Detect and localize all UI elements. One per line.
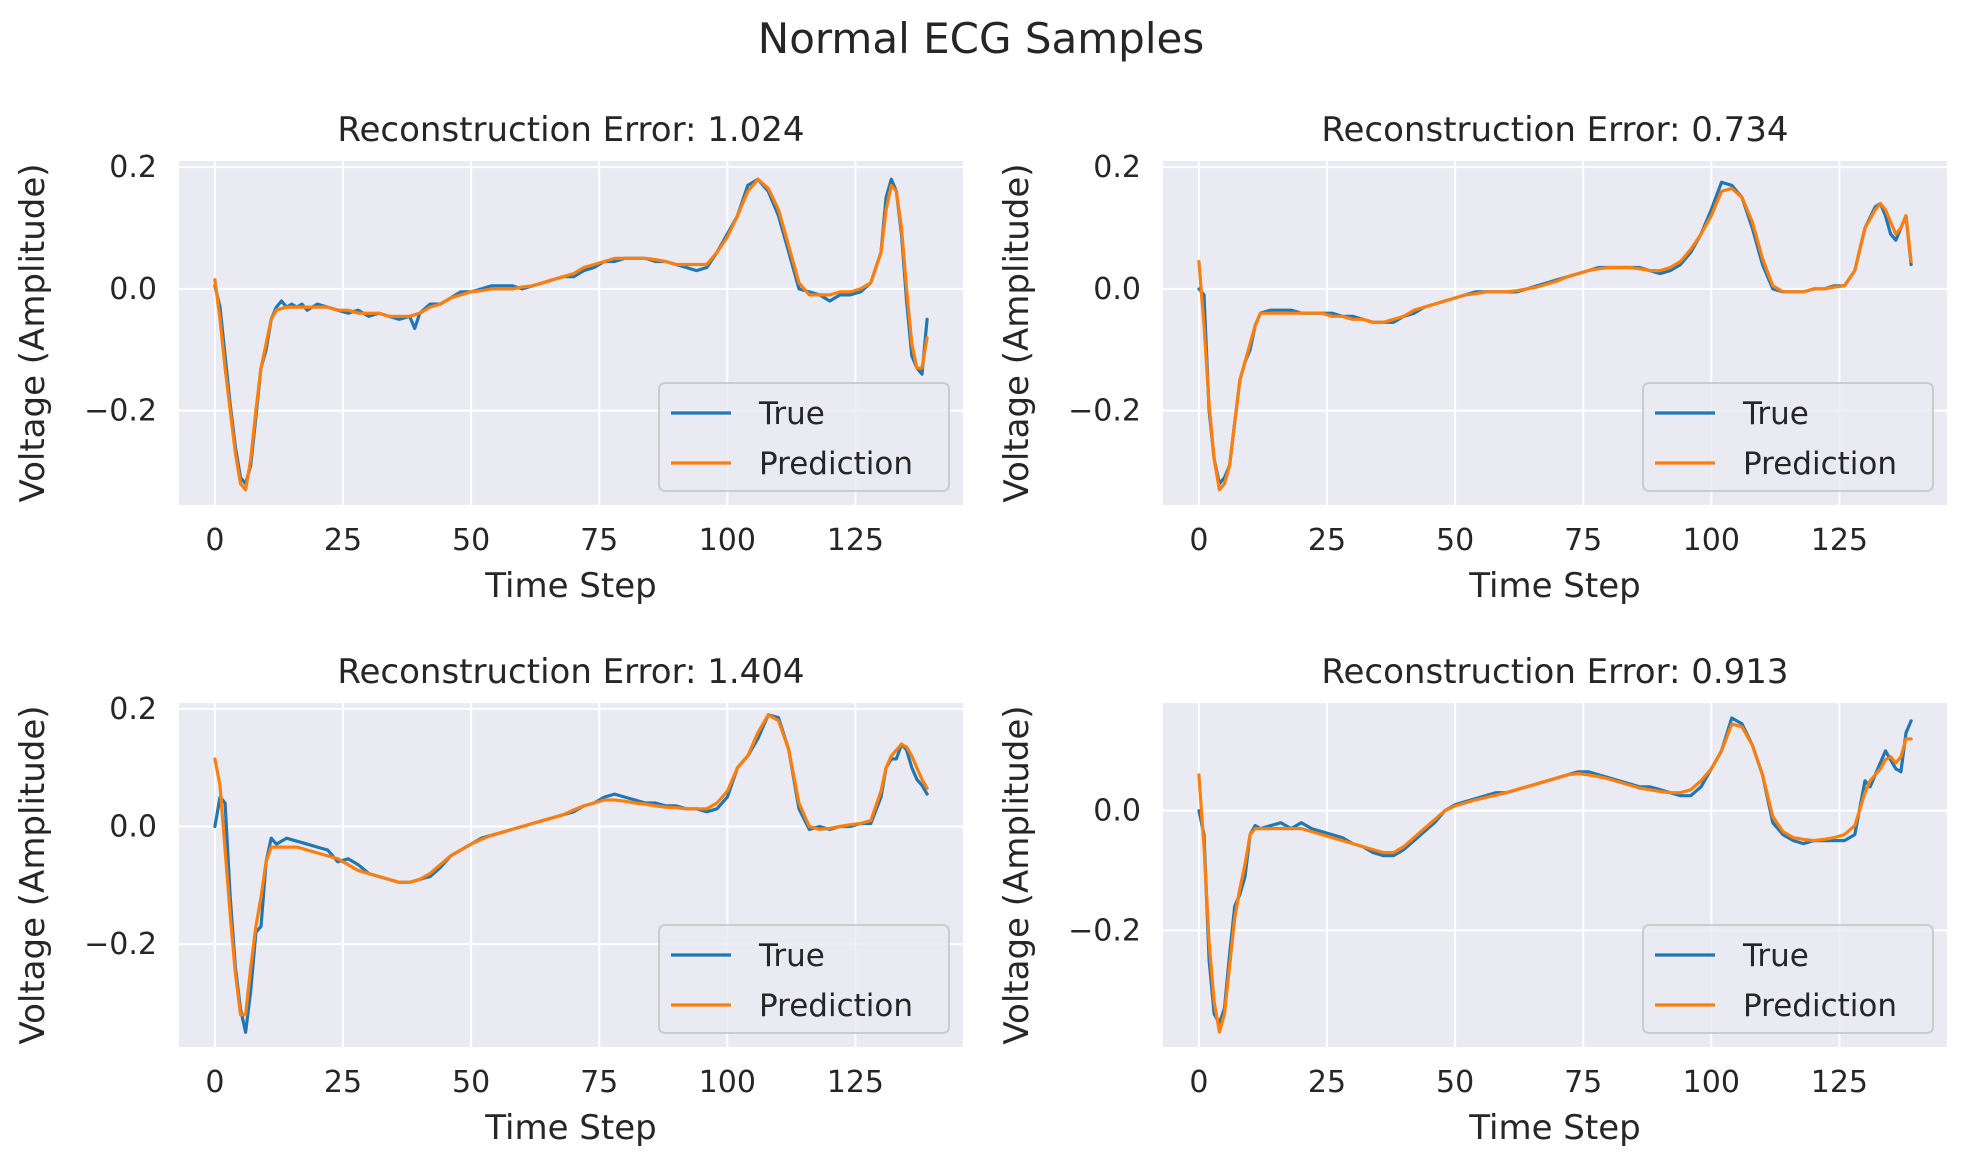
x-tick-label: 25 [324, 1065, 362, 1100]
legend-box [1642, 382, 1934, 492]
y-tick-label: −0.2 [1068, 913, 1141, 948]
legend-label-prediction: Prediction [759, 988, 913, 1024]
legend-label-prediction: Prediction [1743, 988, 1897, 1024]
y-tick-label: 0.0 [1093, 272, 1141, 307]
x-tick-label: 125 [827, 1065, 884, 1100]
subplot-4: 0 25 50 75 100 125 −0.2 0.0 Reconstruction Error… [997, 652, 1947, 1148]
legend: True Prediction [1642, 924, 1934, 1034]
x-tick-label: 75 [1564, 523, 1602, 558]
y-axis-label: Voltage (Amplitude) [13, 705, 53, 1044]
x-tick-label: 50 [1436, 1065, 1474, 1100]
x-tick-label: 100 [1683, 1065, 1740, 1100]
subplot-3: 0 25 50 75 100 125 −0.2 0.0 0.2 Reconstruction Er… [13, 652, 963, 1148]
legend-label-true: True [758, 396, 825, 432]
legend-label-true: True [1742, 938, 1809, 974]
x-tick-label: 50 [452, 523, 490, 558]
legend: True Prediction [658, 382, 950, 492]
x-tick-label: 75 [1564, 1065, 1602, 1100]
x-tick-label: 100 [699, 1065, 756, 1100]
series-line-prediction [1197, 186, 1913, 492]
x-tick-label: 75 [580, 1065, 618, 1100]
y-tick-label: 0.2 [109, 692, 157, 727]
y-tick-label: −0.2 [84, 394, 157, 429]
subplot-title: Reconstruction Error: 1.404 [337, 652, 804, 692]
series-line-prediction [213, 713, 929, 1017]
figure-suptitle: Normal ECG Samples [757, 14, 1205, 63]
x-tick-label: 0 [205, 523, 224, 558]
x-tick-label: 0 [1189, 523, 1208, 558]
legend-box [1642, 924, 1934, 1034]
y-axis-label: Voltage (Amplitude) [997, 163, 1037, 502]
x-tick-label: 50 [452, 1065, 490, 1100]
x-tick-label: 25 [324, 523, 362, 558]
x-tick-label: 125 [1811, 1065, 1868, 1100]
legend-label-true: True [758, 938, 825, 974]
y-tick-label: 0.2 [109, 150, 157, 185]
subplot-title: Reconstruction Error: 0.913 [1321, 652, 1788, 692]
x-axis-label: Time Step [1468, 1108, 1640, 1148]
x-axis-label: Time Step [484, 1108, 656, 1148]
x-tick-label: 75 [580, 523, 618, 558]
y-tick-label: −0.2 [1068, 394, 1141, 429]
x-tick-label: 25 [1308, 523, 1346, 558]
x-tick-label: 125 [827, 523, 884, 558]
legend-label-prediction: Prediction [1743, 446, 1897, 482]
subplot-2: 0 25 50 75 100 125 −0.2 0.0 0.2 Reconstruction Er… [997, 110, 1947, 606]
legend: True Prediction [658, 924, 950, 1034]
subplot-title: Reconstruction Error: 0.734 [1321, 110, 1788, 150]
y-tick-label: 0.0 [109, 809, 157, 844]
y-tick-label: 0.2 [1093, 150, 1141, 185]
x-tick-label: 25 [1308, 1065, 1346, 1100]
y-tick-label: 0.0 [109, 272, 157, 307]
x-axis-label: Time Step [1468, 566, 1640, 606]
x-tick-label: 50 [1436, 523, 1474, 558]
x-tick-label: 0 [1189, 1065, 1208, 1100]
x-axis-label: Time Step [484, 566, 656, 606]
subplot-1: 0 25 50 75 100 125 −0.2 0.0 0.2 Reconstruction Er… [13, 110, 963, 606]
legend-box [658, 924, 950, 1034]
legend-box [658, 382, 950, 492]
y-axis-label: Voltage (Amplitude) [997, 705, 1037, 1044]
x-tick-label: 0 [205, 1065, 224, 1100]
legend-label-true: True [1742, 396, 1809, 432]
series-line-prediction [1197, 722, 1913, 1034]
y-axis-label: Voltage (Amplitude) [13, 163, 53, 502]
legend-label-prediction: Prediction [759, 446, 913, 482]
x-tick-label: 100 [1683, 523, 1740, 558]
series-line-prediction [213, 177, 929, 492]
y-tick-label: 0.0 [1093, 794, 1141, 829]
x-tick-label: 100 [699, 523, 756, 558]
subplot-title: Reconstruction Error: 1.024 [337, 110, 804, 150]
y-tick-label: −0.2 [84, 927, 157, 962]
legend: True Prediction [1642, 382, 1934, 492]
x-tick-label: 125 [1811, 523, 1868, 558]
